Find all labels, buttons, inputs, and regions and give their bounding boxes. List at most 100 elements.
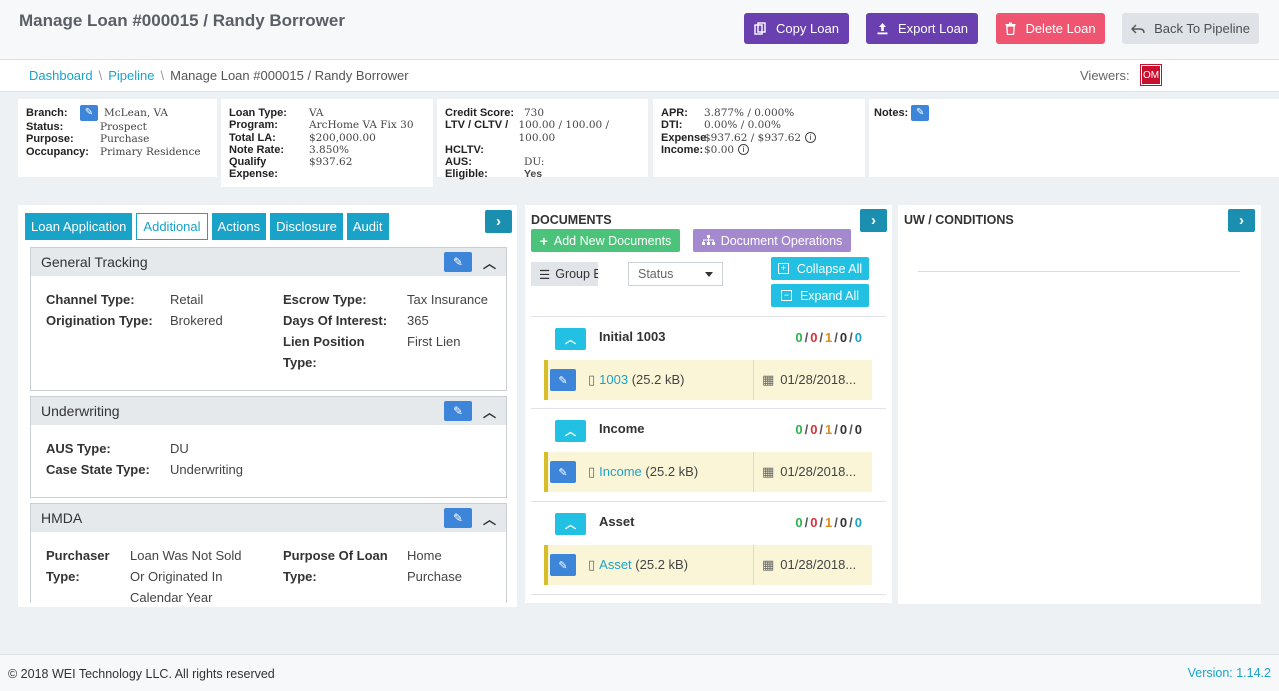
expand-panel-button[interactable]: › (1228, 209, 1255, 232)
loan-tabs: Loan Application Additional Actions Disc… (25, 213, 389, 240)
edit-icon[interactable]: ✎ (444, 508, 472, 528)
uw-conditions-title: UW / CONDITIONS (904, 213, 1014, 227)
calendar-icon: ▦ (762, 557, 775, 572)
edit-icon[interactable]: ✎ (550, 369, 576, 391)
document-operations-label: Document Operations (720, 233, 843, 248)
program-value: ArcHome VA Fix 30 (309, 119, 414, 132)
info-icon[interactable]: i (805, 131, 817, 143)
case-state-value: Underwriting (170, 462, 243, 477)
expand-panel-button[interactable]: › (860, 209, 887, 232)
calendar-icon: ▦ (762, 464, 775, 479)
document-operations-button[interactable]: Document Operations (693, 229, 851, 252)
collapse-group-button[interactable]: ︿ (555, 328, 586, 350)
qualify-label: Qualify (229, 156, 267, 169)
collapse-all-button[interactable]: + Collapse All (771, 257, 869, 280)
chevron-up-icon[interactable]: ︿ (482, 256, 496, 271)
add-new-documents-label: Add New Documents (553, 233, 672, 248)
section-title: HMDA (41, 510, 83, 526)
tab-disclosure[interactable]: Disclosure (270, 213, 343, 240)
footer: © 2018 WEI Technology LLC. All rights re… (0, 654, 1279, 691)
status-value: Prospect (100, 121, 147, 133)
edit-icon[interactable]: ✎ (80, 105, 98, 121)
reply-icon (1131, 24, 1145, 33)
origination-type-value: Brokered (170, 313, 223, 328)
document-file: ▯ Asset (25.2 kB) (588, 557, 688, 573)
collapse-group-button[interactable]: ︿ (555, 420, 586, 442)
divider (753, 545, 754, 585)
edit-icon[interactable]: ✎ (911, 105, 930, 121)
document-file-link[interactable]: Income (599, 464, 642, 479)
edit-icon[interactable]: ✎ (444, 252, 472, 272)
export-loan-button[interactable]: Export Loan (866, 13, 978, 44)
purpose-of-loan-value: Home (407, 548, 442, 563)
copy-loan-button[interactable]: Copy Loan (744, 13, 849, 44)
expense-label: Expense (661, 131, 707, 144)
document-date: ▦ 01/28/2018... (762, 557, 857, 572)
channel-type-label: Channel Type: (46, 292, 135, 307)
note-rate-label: Note Rate: (229, 143, 285, 156)
chevron-right-icon: › (1239, 212, 1244, 229)
chevron-right-icon: › (496, 213, 501, 230)
breadcrumb-separator: \ (160, 68, 165, 83)
document-group-name: Initial 1003 (599, 329, 666, 344)
expand-panel-button[interactable]: › (485, 210, 512, 233)
add-new-documents-button[interactable]: + Add New Documents (531, 229, 680, 252)
document-file-link[interactable]: Asset (599, 557, 632, 572)
summary-card-credit: Credit Score: 730 LTV / CLTV / 100.00 / 10… (437, 99, 648, 181)
document-group: ︿ Income 0/0/1/0/0 ✎ ▯ Income (25.2 kB) ▦… (531, 409, 886, 502)
group-by-button[interactable]: ☰ Group By Sta (531, 262, 598, 286)
back-to-pipeline-button[interactable]: Back To Pipeline (1122, 13, 1259, 44)
document-file-row: ✎ ▯ 1003 (25.2 kB) ▦ 01/28/2018... (544, 360, 872, 400)
pdf-file-icon: ▯ (588, 372, 596, 387)
collapse-group-button[interactable]: ︿ (555, 513, 586, 535)
escrow-type-value: Tax Insurance (407, 292, 488, 307)
ltv-value: 100.00 / 100.00 / 100.00 (518, 119, 610, 144)
tab-additional[interactable]: Additional (136, 213, 208, 240)
copy-icon (754, 22, 766, 35)
breadcrumb-pipeline-link[interactable]: Pipeline (108, 68, 155, 83)
info-icon[interactable]: i (738, 143, 750, 155)
breadcrumb-dashboard-link[interactable]: Dashboard (29, 68, 93, 83)
status-select[interactable]: Status (628, 262, 723, 286)
income-value: $0.00 (704, 143, 735, 156)
tab-audit[interactable]: Audit (346, 213, 389, 240)
income-label: Income: (661, 143, 704, 156)
group-by-label: Group By Sta (555, 267, 598, 281)
aus-value: DU: (524, 156, 545, 169)
purchaser-type-value: Calendar Year (130, 590, 213, 603)
viewer-avatar[interactable]: OM (1140, 64, 1162, 86)
document-status-counts: 0/0/1/0/0 (795, 515, 862, 530)
chevron-up-icon[interactable]: ︿ (482, 512, 496, 527)
edit-icon[interactable]: ✎ (444, 401, 472, 421)
collapse-all-label: Collapse All (796, 261, 863, 276)
document-file-link[interactable]: 1003 (599, 372, 629, 387)
lien-position-label: Lien Position (283, 334, 365, 349)
document-file-row: ✎ ▯ Asset (25.2 kB) ▦ 01/28/2018... (544, 545, 872, 585)
viewers-label: Viewers: (1080, 68, 1130, 83)
expand-all-button[interactable]: − Expand All (771, 284, 869, 307)
delete-loan-button[interactable]: Delete Loan (996, 13, 1105, 44)
edit-icon[interactable]: ✎ (550, 461, 576, 483)
caret-down-icon (705, 272, 713, 277)
expense-value: $937.62 / $937.62 (704, 131, 802, 144)
total-la-label: Total LA: (229, 131, 276, 144)
tab-loan-application[interactable]: Loan Application (25, 213, 133, 240)
back-to-pipeline-label: Back To Pipeline (1154, 21, 1250, 36)
eligible-value: Yes (524, 168, 543, 181)
edit-icon[interactable]: ✎ (550, 554, 576, 576)
aus-label: AUS: (445, 156, 472, 169)
sitemap-icon (701, 235, 715, 245)
notes-label: Notes: (874, 107, 909, 119)
aus-type-label: AUS Type: (46, 441, 111, 456)
credit-score-label: Credit Score: (445, 107, 515, 119)
tab-actions[interactable]: Actions (211, 213, 267, 240)
trash-icon (1005, 22, 1016, 35)
document-group: ︿ Asset 0/0/1/0/0 ✎ ▯ Asset (25.2 kB) ▦ 01… (531, 502, 886, 595)
branch-value: McLean, VA (104, 107, 168, 119)
purchaser-type-value: Or Originated In (130, 569, 223, 584)
pdf-file-icon: ▯ (588, 464, 596, 479)
chevron-up-icon[interactable]: ︿ (482, 405, 496, 420)
summary-card-branch: Branch: ✎ McLean, VA Status: Prospect Purpo… (18, 99, 217, 177)
aus-type-value: DU (170, 441, 189, 456)
channel-type-value: Retail (170, 292, 204, 307)
